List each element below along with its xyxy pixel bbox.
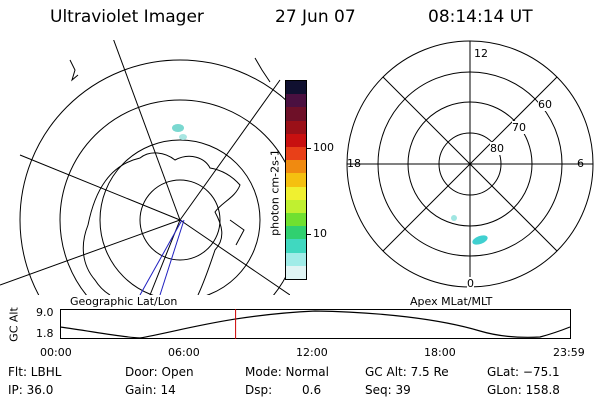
emission-patch	[172, 124, 184, 132]
apex-caption: Apex MLat/MLT	[410, 295, 493, 308]
colorbar-tick-label-10: 10	[313, 227, 327, 240]
colorbar-stop	[286, 239, 306, 253]
colorbar-stop	[286, 226, 306, 240]
colorbar-tick	[306, 234, 311, 235]
colorbar-stop	[286, 265, 306, 280]
glat-info: GLat: −75.1	[487, 365, 560, 379]
altitude-strip-plot	[60, 309, 571, 339]
coastline	[254, 57, 271, 83]
colorbar-stop	[286, 94, 306, 108]
mode-info: Mode: Normal	[245, 365, 329, 379]
x-tick-0600: 06:00	[168, 346, 200, 359]
colorbar-stop	[286, 160, 306, 174]
altitude-curve	[60, 310, 571, 339]
mlat-label-60: 60	[538, 98, 552, 111]
mlt-line-diagonal	[382, 76, 558, 252]
x-tick-2359: 23:59	[553, 346, 585, 359]
instrument-title: Ultraviolet Imager	[50, 7, 204, 27]
y-tick-1.8: 1.8	[36, 327, 54, 340]
mlt-label-12: 12	[474, 47, 488, 60]
coastline	[87, 152, 241, 295]
lon-line	[179, 79, 281, 221]
colorbar	[285, 80, 307, 280]
lat-circle	[139, 179, 221, 261]
colorbar-tick	[306, 148, 311, 149]
x-tick-1800: 18:00	[424, 346, 456, 359]
mlat-label-80: 80	[490, 142, 504, 155]
door-info: Door: Open	[125, 365, 194, 379]
colorbar-stop	[286, 199, 306, 214]
lat-circle	[99, 139, 261, 295]
lat-circle	[19, 59, 290, 295]
glon-info: GLon: 158.8	[487, 383, 560, 397]
coastline	[69, 59, 79, 82]
colorbar-stop	[286, 133, 306, 148]
coastline	[82, 224, 111, 295]
mlt-label-0: 0	[467, 277, 474, 290]
date-label: 27 Jun 07	[275, 7, 356, 27]
dsp-value: 0.6	[302, 383, 322, 397]
colorbar-stop	[286, 147, 306, 161]
colorbar-tick-label-100: 100	[313, 141, 334, 154]
colorbar-stop	[286, 186, 306, 200]
dial-emission-patch	[472, 235, 488, 245]
lat-circle	[59, 99, 290, 295]
coastline	[229, 219, 245, 246]
colorbar-stop	[286, 120, 306, 134]
colorbar-stop	[286, 213, 306, 227]
mlt-label-18: 18	[347, 157, 361, 170]
filter-info: Flt: LBHL	[8, 365, 62, 379]
gc-alt-info: GC Alt: 7.5 Re	[365, 365, 449, 379]
gc-alt-axis-label: GC Alt	[7, 307, 21, 342]
mlat-mlt-dial	[346, 40, 594, 288]
strip-frame	[60, 309, 571, 339]
ip-info: IP: 36.0	[8, 383, 54, 397]
geographic-caption: Geographic Lat/Lon	[70, 295, 178, 308]
seq-info: Seq: 39	[365, 383, 411, 397]
lon-line	[179, 219, 290, 295]
ground-track	[139, 219, 183, 295]
x-tick-1200: 12:00	[296, 346, 328, 359]
colorbar-stop	[286, 107, 306, 121]
mlt-label-6: 6	[577, 157, 584, 170]
gain-info: Gain: 14	[125, 383, 176, 397]
x-tick-0000: 00:00	[40, 346, 72, 359]
dial-emission-patch	[451, 215, 457, 221]
colorbar-stop	[286, 81, 306, 95]
lon-line	[19, 154, 181, 221]
colorbar-stop	[286, 173, 306, 187]
colorbar-stop	[286, 252, 306, 266]
colorbar-unit-label: photon cm-2s-1	[268, 149, 282, 236]
geographic-map-panel	[0, 40, 290, 295]
dsp-label: Dsp:	[245, 383, 273, 397]
ground-track	[159, 219, 185, 295]
emission-patch	[179, 134, 187, 140]
lon-line	[113, 40, 181, 221]
y-tick-9: 9.0	[36, 306, 54, 319]
mlat-label-70: 70	[512, 121, 526, 134]
lon-line	[0, 219, 181, 286]
time-label: 08:14:14 UT	[428, 7, 533, 27]
